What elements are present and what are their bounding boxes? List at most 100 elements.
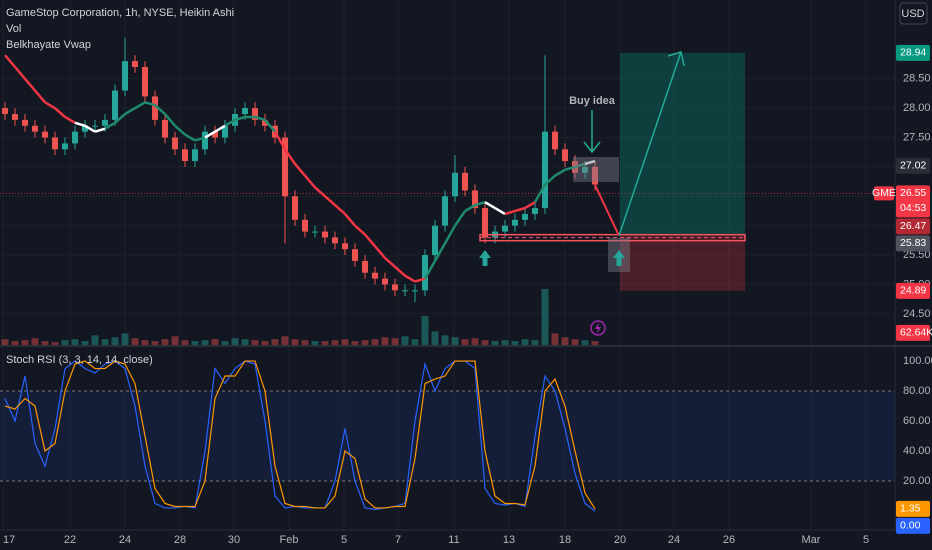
candle-body [512, 219, 518, 226]
candle-body [52, 137, 58, 150]
candle-body [522, 213, 528, 220]
volume-bar [61, 340, 69, 345]
vwap-segment [423, 260, 437, 280]
up-marker [613, 250, 625, 266]
countdown: 04:53 [900, 202, 926, 214]
vwap-segment [124, 107, 136, 116]
volume-bar [491, 341, 499, 345]
candle-body [102, 119, 108, 126]
candle-body [452, 172, 458, 197]
x-tick-label: 5 [341, 534, 347, 546]
vwap-segment [464, 204, 476, 213]
vwap-segment [14, 66, 26, 80]
vwap-title: Belkhayate Vwap [6, 39, 91, 51]
vwap-segment [264, 119, 276, 133]
price-tag: 26.47 [900, 220, 926, 232]
currency-button[interactable] [899, 2, 928, 25]
volume-bar [311, 341, 319, 345]
volume-bar [301, 340, 309, 345]
candle-body [162, 119, 168, 138]
currency[interactable]: USD [901, 8, 924, 20]
volume-bar [391, 338, 399, 345]
vwap-segment [564, 165, 576, 172]
vwap-segment [533, 183, 547, 203]
candle-body [502, 225, 508, 232]
plot [1, 37, 599, 512]
replay-bolt [595, 322, 601, 334]
x-tick-label: 26 [723, 534, 735, 546]
volume-bar [441, 335, 449, 345]
vwap-segment [254, 115, 266, 122]
vwap-segment [443, 225, 457, 244]
x-tick-label: 17 [3, 534, 15, 546]
volume-bar [521, 339, 529, 345]
volume-bar [51, 342, 59, 345]
volume-bar [561, 337, 569, 345]
stoch-band [0, 391, 895, 481]
candle-body [382, 278, 388, 285]
candle-body [332, 237, 338, 244]
volume-bar [421, 316, 429, 345]
x-tick-label: 11 [448, 534, 459, 546]
stoch-tag: 1.35 [900, 503, 921, 515]
volume-bar [371, 339, 379, 345]
last-price: 26.55 [900, 187, 926, 199]
candle-body [32, 125, 38, 132]
vwap-segment [433, 242, 447, 262]
vwap-segment [74, 121, 86, 127]
entry-box [573, 157, 619, 182]
volume-bar [131, 338, 139, 345]
overlay: Buy idea [479, 51, 746, 336]
volume-bar [91, 335, 99, 345]
symbol-tag-bg [874, 186, 894, 201]
candle-body [352, 249, 358, 261]
volume-bar [431, 331, 439, 345]
price-tag: 24.89 [900, 285, 926, 297]
vwap-segment [234, 115, 246, 122]
vwap-segment [104, 121, 116, 130]
volume-bar [291, 339, 299, 345]
candle-body [12, 114, 18, 120]
candle-body [362, 260, 368, 273]
stoch-line [4, 360, 596, 512]
vwap-segment [294, 163, 306, 177]
volume-bar [471, 338, 479, 345]
volume-bar [331, 340, 339, 345]
vwap-segment [394, 265, 406, 277]
vwap-segment [134, 101, 146, 110]
volume-bar [251, 340, 259, 345]
candle-body [112, 90, 118, 120]
candle-body [482, 208, 488, 238]
x-tick-label: 28 [174, 534, 186, 546]
volume-tag-bg [896, 324, 930, 341]
candle-body [402, 290, 408, 292]
volume-bar [351, 341, 359, 345]
volume-bar [241, 339, 249, 345]
profit-zone [620, 52, 745, 236]
stoch-tag: 0.00 [900, 520, 921, 532]
vwap-segment [374, 245, 386, 259]
stoch-tick-label: 100.00 [903, 355, 932, 367]
price-tag-bg [896, 282, 930, 299]
vwap-segment [494, 206, 506, 216]
volume-bar [541, 288, 549, 345]
price-tag-bg [896, 44, 930, 61]
candle-body [82, 125, 88, 132]
vwap-segment [24, 77, 36, 92]
vwap-segment [174, 124, 186, 136]
volume-bar [511, 341, 519, 345]
volume-bar [151, 341, 159, 345]
vwap-segment [414, 277, 426, 283]
volume-bar [201, 340, 209, 345]
candle-body [122, 61, 128, 91]
vwap-segment [283, 148, 297, 165]
x-tick-label: 30 [228, 534, 240, 546]
vwap-segment [584, 159, 596, 166]
volume-bar [281, 336, 289, 345]
vwap-segment [544, 174, 556, 186]
stoch-tick-label: 60.00 [903, 415, 931, 427]
price-tag: 25.83 [900, 237, 926, 249]
vwap-segment [94, 127, 106, 133]
volume-bar [121, 333, 129, 345]
volume-bar [221, 341, 229, 345]
